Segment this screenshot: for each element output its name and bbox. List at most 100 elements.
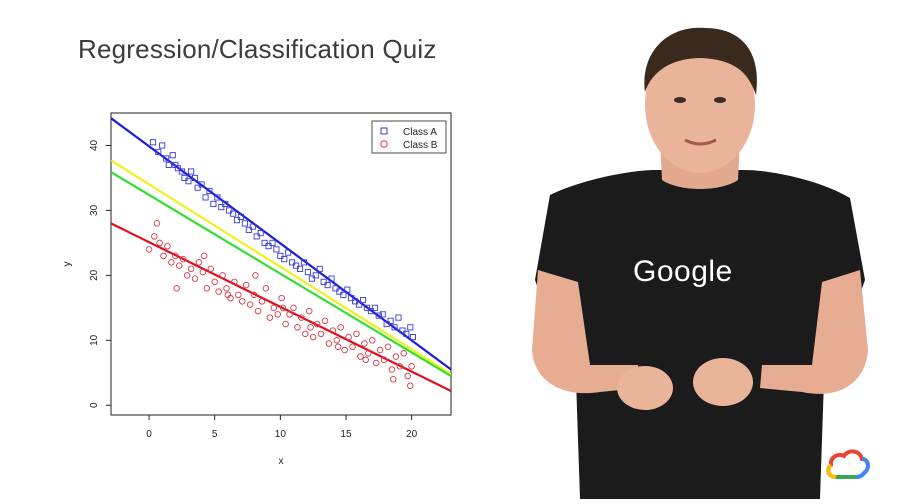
class-a-point <box>233 217 241 224</box>
class-b-point <box>353 330 360 338</box>
class-b-point <box>156 239 163 247</box>
class-b-point <box>309 333 317 341</box>
class-b-point <box>266 314 274 321</box>
class-b-point <box>207 265 215 273</box>
class-b-point <box>215 288 222 295</box>
class-a-point <box>348 295 355 302</box>
y-tick-label: 20 <box>89 269 100 281</box>
legend-marker-class-b <box>380 140 388 148</box>
class-a-point <box>296 265 304 272</box>
class-a-point <box>399 327 406 334</box>
presenter-illustration <box>532 27 868 499</box>
class-b-point <box>404 372 411 380</box>
class-b-point <box>258 298 266 305</box>
class-b-point <box>160 252 167 260</box>
class-a-point <box>214 194 221 201</box>
class-a-point <box>206 187 213 194</box>
class-b-point <box>368 337 376 344</box>
class-b-point <box>172 252 179 260</box>
class-b-point <box>341 346 348 354</box>
class-a-point <box>308 275 315 282</box>
class-b-point <box>305 307 313 315</box>
class-b-point <box>334 343 342 351</box>
class-a-point <box>316 265 323 272</box>
class-a-point <box>241 220 248 227</box>
class-b-point <box>407 382 414 390</box>
slide-title: Regression/Classification Quiz <box>78 34 437 64</box>
class-b-point <box>199 268 207 276</box>
class-a-point <box>222 200 229 207</box>
class-a-point <box>379 311 386 318</box>
class-a-point <box>336 288 343 295</box>
class-a-point <box>383 321 390 328</box>
right-arm <box>760 270 868 394</box>
class-b-point <box>362 356 369 364</box>
hair <box>644 27 757 95</box>
class-a-point <box>371 304 378 311</box>
x-tick-label: 10 <box>275 429 287 440</box>
class-b-point <box>384 343 392 351</box>
left-hand <box>617 366 673 410</box>
class-a-point <box>409 334 416 341</box>
class-b-point <box>211 278 218 286</box>
x-tick-label: 5 <box>212 429 218 440</box>
class-a-point <box>149 139 157 146</box>
class-b-point <box>357 353 364 360</box>
class-a-point <box>269 239 276 246</box>
class-b-point <box>179 255 187 263</box>
class-b-point <box>153 220 161 227</box>
class-b-point <box>183 272 191 279</box>
class-b-point <box>250 291 258 299</box>
class-a-point <box>163 155 170 162</box>
class-b-point <box>294 324 301 331</box>
class-a-point <box>261 239 268 246</box>
axes: 0 5 10 15 20 0 10 20 30 40 <box>89 139 418 440</box>
class-a-point <box>191 174 199 181</box>
class-a-point <box>226 207 233 214</box>
class-a-point <box>249 223 256 230</box>
class-a-point <box>218 204 225 211</box>
class-b-point <box>279 304 287 312</box>
class-b-point <box>173 285 180 292</box>
class-b-point <box>325 340 333 347</box>
class-b-point <box>317 330 325 338</box>
y-tick-label: 40 <box>89 139 100 151</box>
plot-frame <box>110 112 452 416</box>
class-b-point <box>176 262 183 269</box>
class-a-point <box>178 168 185 175</box>
class-b-point <box>361 340 368 347</box>
right-hand <box>693 358 753 406</box>
class-a-point <box>194 184 201 191</box>
x-tick-label: 20 <box>406 429 418 440</box>
shirt-google-logo: Google <box>633 255 733 288</box>
class-a-point <box>273 246 280 253</box>
class-a-point <box>320 278 327 285</box>
class-b-point <box>224 291 232 299</box>
class-a-point <box>328 275 335 282</box>
legend-label-class-b: Class B <box>403 140 438 151</box>
legend-marker-class-a <box>380 127 388 135</box>
class-a-point <box>375 312 382 319</box>
regression-line-red <box>111 222 451 392</box>
regression-line-yellow <box>111 159 451 376</box>
class-b-point <box>145 246 153 253</box>
mouth <box>684 138 717 146</box>
class-b-point <box>168 259 175 266</box>
class-b-point <box>372 359 380 367</box>
x-tick-label: 0 <box>146 429 152 440</box>
class-b-point <box>365 350 372 357</box>
class-a-point <box>367 308 374 315</box>
class-b-point <box>349 343 356 351</box>
class-b-point <box>400 350 407 357</box>
class-a-point <box>281 256 288 263</box>
class-a-point <box>165 161 172 169</box>
class-b-point <box>203 285 211 292</box>
shirt <box>535 170 865 499</box>
class-a-point <box>304 269 311 276</box>
class-b-point <box>151 233 158 240</box>
class-a-point <box>356 301 363 308</box>
class-b-point <box>219 272 226 279</box>
regression-lines <box>111 117 451 392</box>
y-tick-label: 0 <box>89 402 100 408</box>
class-b-point <box>164 242 171 250</box>
